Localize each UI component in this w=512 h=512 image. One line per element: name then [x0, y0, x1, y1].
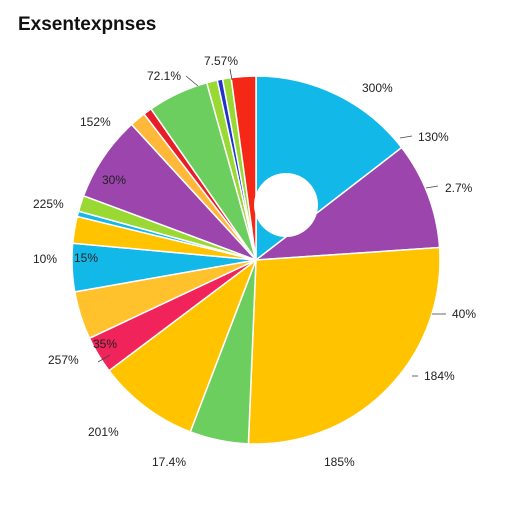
pie-slice-18 [230, 75, 257, 261]
leader-line-1 [185, 75, 199, 87]
chart-title: Exsentexpnses [18, 14, 157, 35]
outer-label: 184% [424, 369, 455, 383]
outer-label: 2.7% [445, 181, 473, 195]
leader-line-2 [399, 135, 413, 139]
pie-slice-4 [107, 257, 258, 433]
pie-slice-2 [247, 246, 441, 445]
pie-slices [71, 75, 441, 445]
outer-label: 225% [33, 197, 64, 211]
outer-label: 300% [362, 81, 393, 95]
outer-label: 185% [324, 455, 355, 469]
outer-label: 40% [452, 307, 476, 321]
leader-line-6 [97, 354, 111, 363]
leader-line-3 [425, 185, 439, 189]
center-cutout [254, 173, 318, 237]
leader-line-0 [229, 68, 233, 81]
inner-label: 35% [93, 337, 117, 351]
inner-label: 15% [74, 251, 98, 265]
outer-label: 72.1% [147, 69, 181, 83]
outer-label: 201% [88, 425, 119, 439]
outer-label: 10% [33, 252, 57, 266]
outer-label: 152% [80, 115, 111, 129]
outer-label: 17.4% [152, 455, 186, 469]
inner-label: 30% [102, 173, 126, 187]
outer-label: 7.57% [204, 54, 238, 68]
outer-label: 130% [418, 130, 449, 144]
outer-label: 257% [48, 353, 79, 367]
leader-lines [97, 68, 446, 377]
